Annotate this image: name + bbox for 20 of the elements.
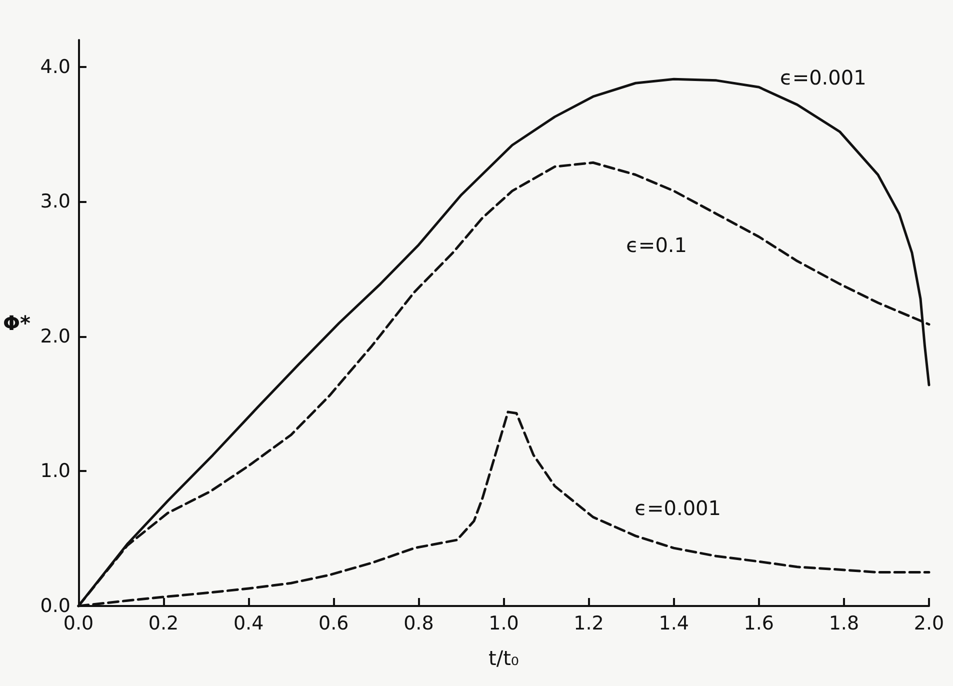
x-tick-label: 0.2 [148, 612, 179, 634]
x-tick-label: 1.6 [744, 612, 774, 634]
x-tick-label: 1.2 [574, 612, 604, 634]
x-tick-label: 1.4 [658, 612, 689, 634]
x-tick-label: 2.0 [914, 612, 944, 634]
y-tick-label: 4.0 [40, 56, 70, 78]
x-tick-label: 1.8 [828, 612, 860, 634]
x-tick-label: 0.4 [233, 612, 264, 634]
x-tick-label: 0.8 [404, 612, 434, 634]
series-label: ϵ=0.1 [626, 232, 687, 257]
x-axis-title: t/t₀ [488, 646, 519, 670]
y-tick-label: 1.0 [40, 460, 70, 482]
y-tick-label: 2.0 [40, 325, 70, 348]
x-tick-label: 0.0 [63, 612, 94, 634]
series-label: ϵ=0.001 [780, 66, 866, 90]
y-tick-label: 3.0 [40, 190, 70, 213]
y-axis-title: Φ* [2, 311, 31, 335]
x-tick-label: 0.6 [318, 612, 349, 634]
x-tick-label: 1.0 [488, 612, 519, 634]
series-label: ϵ=0.001 [634, 496, 721, 520]
